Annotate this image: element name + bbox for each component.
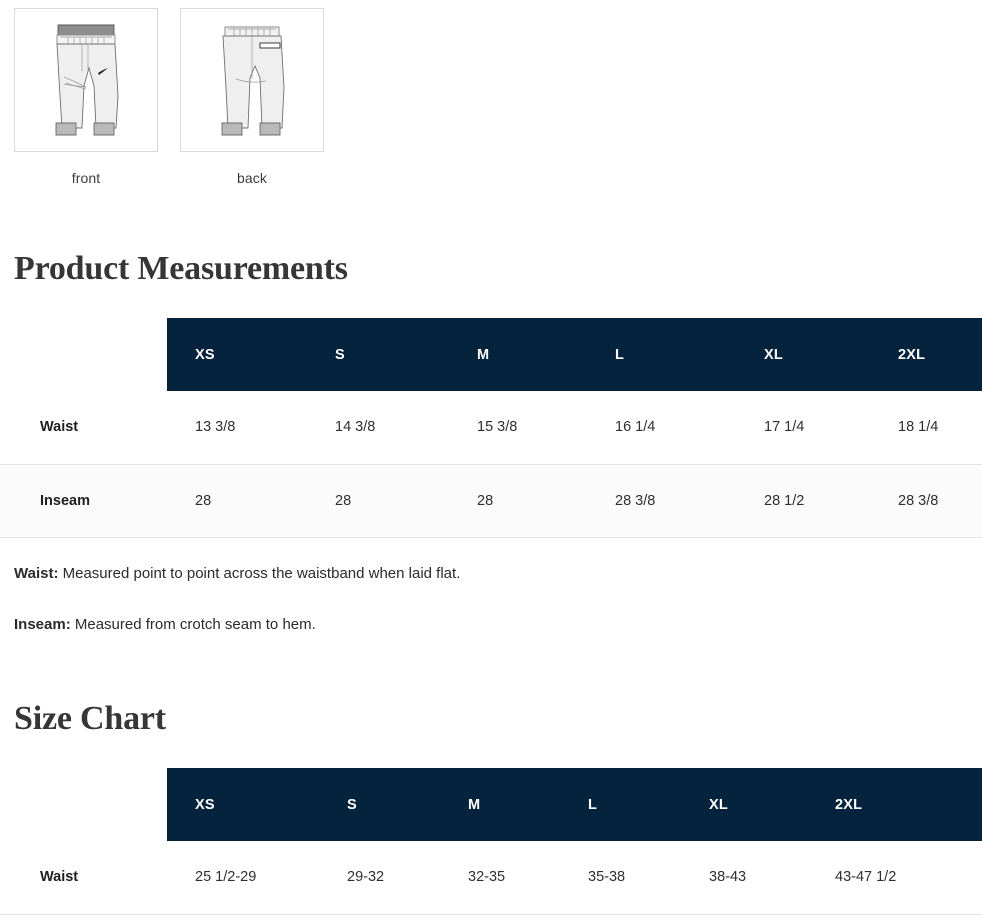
- cell-inseam-2xl: 28 3/8: [870, 464, 982, 538]
- table-row: Waist 25 1/2-29 29-32 32-35 35-38 38-43 …: [0, 841, 982, 915]
- cell-waist-xs: 13 3/8: [167, 391, 307, 465]
- cell-waist-xs: 25 1/2-29: [167, 841, 319, 915]
- cell-waist-xl: 38-43: [681, 841, 807, 915]
- note-waist-term: Waist:: [14, 565, 59, 582]
- header-cell-l: L: [560, 768, 681, 841]
- note-waist: Waist: Measured point to point across th…: [14, 564, 460, 584]
- product-measurements-heading: Product Measurements: [14, 250, 348, 287]
- product-measurements-table-wrapper: XS S M L XL 2XL Waist 13 3/8 14 3/8 15 3…: [0, 318, 982, 538]
- header-cell-xs: XS: [167, 768, 319, 841]
- row-label-inseam: Inseam: [0, 464, 167, 538]
- jogger-pants-back-illustration: [221, 26, 285, 136]
- header-cell-s: S: [307, 318, 449, 391]
- jogger-pants-front-illustration: [55, 24, 119, 136]
- cell-inseam-m: 28: [449, 464, 587, 538]
- gallery-item-label: back: [237, 170, 267, 186]
- product-thumbnail-back[interactable]: [180, 8, 324, 152]
- product-image-gallery: front: [0, 0, 982, 186]
- note-inseam-term: Inseam:: [14, 616, 71, 634]
- size-chart-table: XS S M L XL 2XL Waist 25 1/2-29 29-32 32…: [0, 768, 982, 915]
- note-waist-text: Measured point to point across the waist…: [58, 565, 461, 582]
- gallery-item-back[interactable]: back: [180, 8, 324, 186]
- note-inseam-text: Measured from crotch seam to hem.: [70, 616, 316, 634]
- row-label-waist: Waist: [0, 841, 167, 915]
- cell-waist-m: 15 3/8: [449, 391, 587, 465]
- cell-waist-l: 16 1/4: [587, 391, 736, 465]
- header-cell-xl: XL: [681, 768, 807, 841]
- cell-waist-m: 32-35: [440, 841, 560, 915]
- table-row: Waist 13 3/8 14 3/8 15 3/8 16 1/4 17 1/4…: [0, 391, 982, 465]
- product-measurements-table: XS S M L XL 2XL Waist 13 3/8 14 3/8 15 3…: [0, 318, 982, 538]
- cell-inseam-s: 28: [307, 464, 449, 538]
- header-cell-2xl: 2XL: [807, 768, 982, 841]
- welt-pocket-icon: [259, 42, 281, 49]
- cell-waist-s: 29-32: [319, 841, 440, 915]
- header-cell-blank: [0, 768, 167, 841]
- header-cell-l: L: [587, 318, 736, 391]
- header-cell-2xl: 2XL: [870, 318, 982, 391]
- header-cell-m: M: [449, 318, 587, 391]
- note-inseam: Inseam: Measured from crotch seam to hem…: [14, 615, 460, 635]
- table-row: Inseam 28 28 28 28 3/8 28 1/2 28 3/8: [0, 464, 982, 538]
- product-thumbnail-front[interactable]: [14, 8, 158, 152]
- header-cell-xs: XS: [167, 318, 307, 391]
- cell-inseam-l: 28 3/8: [587, 464, 736, 538]
- row-label-waist: Waist: [0, 391, 167, 465]
- header-cell-xl: XL: [736, 318, 870, 391]
- table-header-row: XS S M L XL 2XL: [0, 768, 982, 841]
- header-cell-m: M: [440, 768, 560, 841]
- cell-waist-2xl: 18 1/4: [870, 391, 982, 465]
- cell-waist-xl: 17 1/4: [736, 391, 870, 465]
- size-chart-heading: Size Chart: [14, 700, 166, 737]
- header-cell-s: S: [319, 768, 440, 841]
- cell-waist-l: 35-38: [560, 841, 681, 915]
- measurement-notes: Waist: Measured point to point across th…: [14, 564, 460, 667]
- gallery-item-label: front: [71, 170, 101, 186]
- brand-swoosh-icon: [98, 68, 108, 75]
- gallery-item-front[interactable]: front: [14, 8, 158, 186]
- table-header-row: XS S M L XL 2XL: [0, 318, 982, 391]
- cell-waist-2xl: 43-47 1/2: [807, 841, 982, 915]
- header-cell-blank: [0, 318, 167, 391]
- cell-waist-s: 14 3/8: [307, 391, 449, 465]
- cell-inseam-xs: 28: [167, 464, 307, 538]
- size-chart-table-wrapper: XS S M L XL 2XL Waist 25 1/2-29 29-32 32…: [0, 768, 982, 915]
- cell-inseam-xl: 28 1/2: [736, 464, 870, 538]
